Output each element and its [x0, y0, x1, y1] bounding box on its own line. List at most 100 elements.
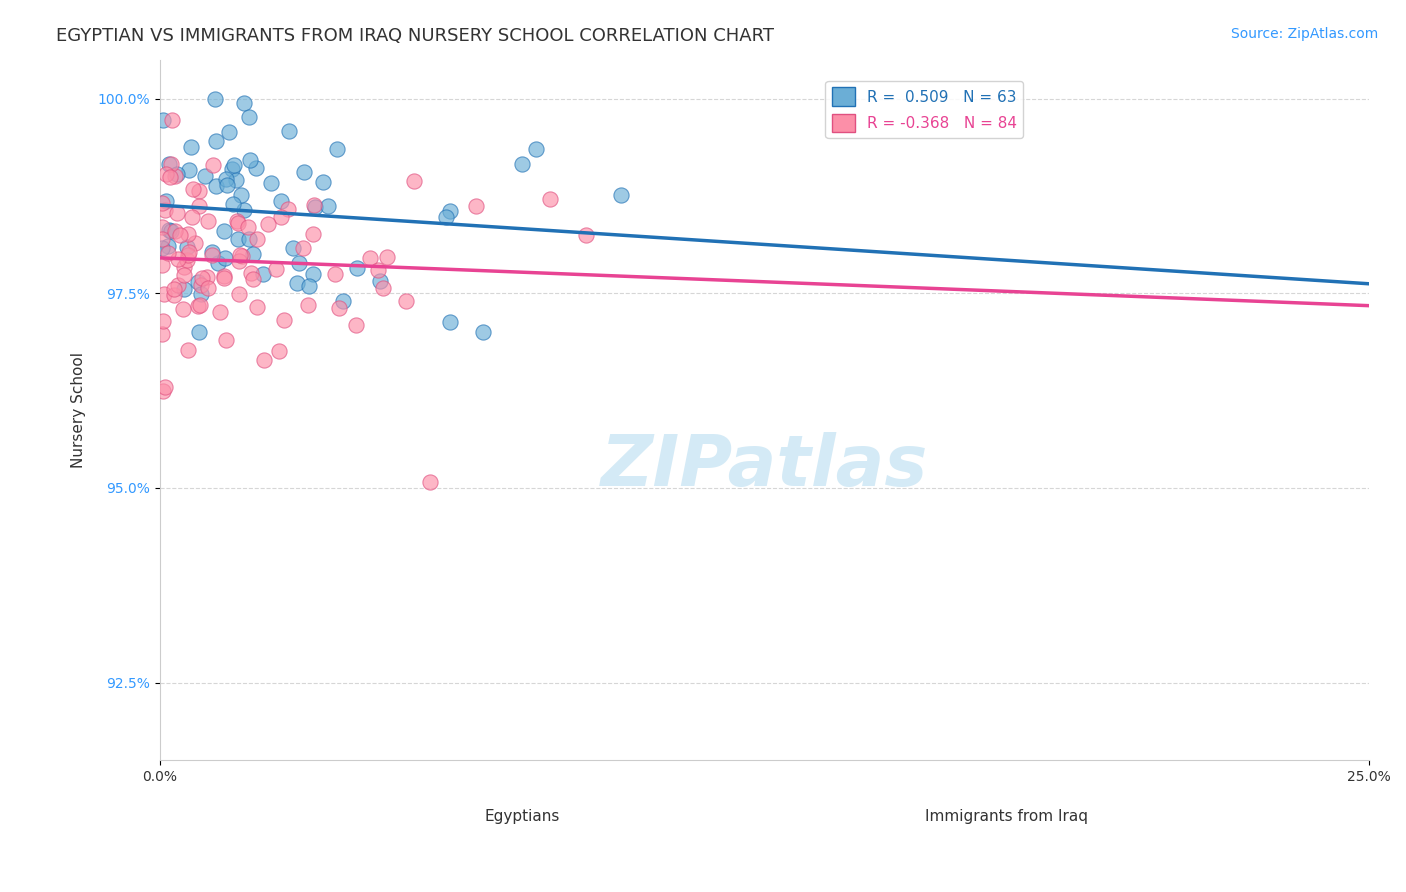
Point	[194, 169, 217, 183]
Point	[228, 286, 250, 301]
Point	[163, 224, 186, 238]
Point	[285, 276, 308, 290]
Point	[226, 214, 249, 228]
Point	[270, 194, 292, 209]
Point	[150, 326, 173, 341]
Point	[371, 280, 394, 294]
Point	[166, 252, 188, 266]
Point	[152, 112, 174, 127]
Point	[404, 173, 426, 187]
Point	[297, 298, 319, 312]
Point	[155, 194, 177, 208]
Point	[229, 248, 252, 262]
Point	[180, 210, 202, 224]
Point	[257, 217, 280, 231]
Text: ZIPatlas: ZIPatlas	[600, 432, 928, 500]
Point	[204, 179, 226, 194]
Point	[375, 250, 398, 264]
Point	[177, 343, 200, 357]
Point	[238, 110, 260, 124]
Point	[173, 282, 195, 296]
Point	[325, 142, 347, 156]
Point	[419, 475, 441, 489]
Point	[575, 227, 598, 242]
Point	[150, 232, 173, 246]
Point	[367, 262, 389, 277]
Point	[160, 224, 183, 238]
Point	[231, 249, 253, 263]
Point	[160, 156, 183, 170]
Point	[152, 314, 174, 328]
Point	[215, 172, 238, 186]
Point	[346, 261, 368, 276]
Point	[316, 199, 339, 213]
Point	[163, 288, 186, 302]
Point	[157, 223, 180, 237]
Point	[222, 158, 245, 172]
Point	[215, 333, 238, 347]
Point	[184, 236, 207, 251]
Point	[187, 325, 209, 339]
Point	[190, 271, 212, 285]
Point	[197, 214, 219, 228]
Point	[162, 113, 184, 128]
Point	[252, 268, 274, 282]
Point	[195, 270, 218, 285]
Text: EGYPTIAN VS IMMIGRANTS FROM IRAQ NURSERY SCHOOL CORRELATION CHART: EGYPTIAN VS IMMIGRANTS FROM IRAQ NURSERY…	[56, 27, 775, 45]
Point	[472, 325, 495, 339]
Point	[155, 380, 177, 394]
Point	[226, 232, 249, 246]
Point	[201, 245, 224, 260]
Point	[207, 256, 229, 270]
Point	[181, 182, 204, 196]
Point	[270, 210, 292, 224]
Point	[162, 282, 184, 296]
Text: Immigrants from Iraq: Immigrants from Iraq	[925, 809, 1088, 824]
Point	[221, 162, 243, 177]
Point	[240, 266, 263, 280]
Point	[232, 96, 254, 111]
Point	[150, 220, 173, 235]
Point	[187, 184, 209, 198]
Point	[176, 240, 198, 254]
Point	[323, 268, 346, 282]
Point	[169, 228, 191, 243]
Point	[214, 251, 236, 265]
Point	[177, 248, 200, 262]
Point	[524, 142, 547, 156]
Point	[155, 167, 177, 181]
Point	[464, 199, 486, 213]
Point	[328, 301, 350, 315]
Point	[302, 267, 325, 281]
Point	[218, 125, 240, 139]
Point	[245, 161, 267, 176]
Point	[212, 271, 235, 285]
Point	[152, 384, 174, 399]
Point	[187, 199, 209, 213]
Point	[246, 300, 269, 314]
Point	[242, 272, 264, 286]
Point	[298, 279, 321, 293]
Point	[201, 248, 224, 262]
Point	[165, 169, 187, 184]
Point	[395, 294, 418, 309]
Point	[231, 187, 253, 202]
Point	[332, 294, 354, 309]
Point	[439, 203, 461, 218]
Point	[304, 200, 326, 214]
Point	[214, 268, 236, 283]
Point	[177, 227, 200, 242]
Point	[212, 224, 235, 238]
Point	[359, 252, 381, 266]
Point	[277, 202, 299, 216]
Legend: R =  0.509   N = 63, R = -0.368   N = 84: R = 0.509 N = 63, R = -0.368 N = 84	[825, 81, 1022, 138]
Point	[267, 344, 290, 359]
Point	[292, 164, 315, 178]
Point	[173, 260, 195, 274]
Point	[238, 232, 260, 246]
Point	[188, 298, 211, 312]
Point	[155, 203, 177, 218]
Point	[246, 232, 269, 246]
Y-axis label: Nursery School: Nursery School	[72, 352, 86, 468]
Point	[302, 227, 325, 241]
